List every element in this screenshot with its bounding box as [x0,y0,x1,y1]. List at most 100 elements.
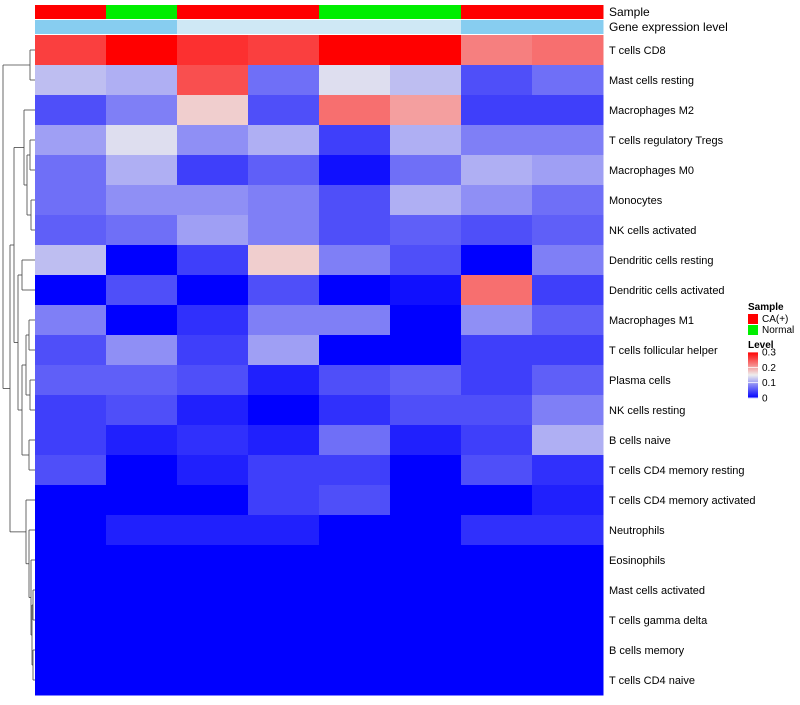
annotation-expression-cell-0 [35,20,107,34]
heatmap-cell-r7-c3 [248,245,320,276]
heatmap-cell-r11-c7 [532,365,604,396]
heatmap-cell-r12-c6 [461,395,533,426]
heatmap-cell-r5-c7 [532,185,604,216]
row-label: T cells CD4 memory resting [609,465,745,477]
heatmap-cell-r19-c6 [461,605,533,636]
heatmap-cell-r2-c3 [248,95,320,126]
row-label: Macrophages M1 [609,315,694,327]
row-label: T cells gamma delta [609,615,708,627]
heatmap-cell-r16-c4 [319,515,391,546]
heatmap-cell-r11-c2 [177,365,249,396]
heatmap-cell-r13-c4 [319,425,391,456]
annotation-expression-cell-1 [106,20,178,34]
heatmap-cell-r4-c7 [532,155,604,186]
heatmap-cell-r8-c3 [248,275,320,306]
heatmap-cell-r1-c3 [248,65,320,96]
level-legend-gradient-step-33 [748,389,758,392]
annotation-sample-cell-3 [248,5,320,19]
row-dendrogram [2,49,35,681]
heatmap-cell-r15-c7 [532,485,604,516]
heatmap-cell-r18-c7 [532,575,604,606]
heatmap-cell-r17-c5 [390,545,462,576]
heatmap-cell-r11-c5 [390,365,462,396]
heatmap-cell-r21-c2 [177,665,249,696]
heatmap-cell-r16-c6 [461,515,533,546]
heatmap-cell-r6-c5 [390,215,462,246]
heatmap-cell-r19-c2 [177,605,249,636]
heatmap-cell-r16-c2 [177,515,249,546]
heatmap-cell-r1-c2 [177,65,249,96]
heatmap-cell-r0-c3 [248,35,320,66]
level-legend-gradient-step-1 [748,353,758,355]
heatmap-cell-r18-c0 [35,575,107,606]
heatmap-cell-r18-c5 [390,575,462,606]
heatmap-cell-r3-c2 [177,125,249,156]
heatmap-cell-r17-c1 [106,545,178,576]
level-legend-gradient-step-35 [748,392,758,394]
heatmap-cell-r19-c5 [390,605,462,636]
annotation-sample-cell-4 [319,5,391,19]
level-legend-gradient-step-36 [748,393,758,396]
level-legend-gradient-step-14 [748,368,758,370]
heatmap-cell-r2-c0 [35,95,107,126]
heatmap-cell-r2-c5 [390,95,462,126]
heatmap-cell-r11-c1 [106,365,178,396]
row-label: Dendritic cells resting [609,255,714,267]
level-legend-gradient-step-10 [748,363,758,366]
heatmap-cell-r20-c2 [177,635,249,666]
heatmap-cell-r5-c3 [248,185,320,216]
heatmap-cell-r8-c4 [319,275,391,306]
heatmap-cell-r12-c1 [106,395,178,426]
heatmap-cell-r18-c6 [461,575,533,606]
level-legend-gradient-step-31 [748,387,758,390]
heatmap-cell-r15-c3 [248,485,320,516]
heatmap-cell-r15-c1 [106,485,178,516]
heatmap-cell-r4-c5 [390,155,462,186]
row-label: Mast cells activated [609,585,705,597]
level-legend-gradient-step-22 [748,377,758,379]
heatmap-cell-r4-c4 [319,155,391,186]
heatmap-cell-r3-c3 [248,125,320,156]
level-legend-gradient-step-12 [748,365,758,368]
heatmap-cell-r8-c7 [532,275,604,306]
heatmap-cell-r4-c1 [106,155,178,186]
level-legend-gradient-step-18 [748,372,758,375]
row-label: T cells CD4 naive [609,675,695,687]
heatmap-cell-r13-c2 [177,425,249,456]
annotation-sample-cell-5 [390,5,462,19]
heatmap-cell-r1-c0 [35,65,107,96]
sample-legend-label-0: CA(+) [762,314,788,325]
level-legend-gradient-step-11 [748,364,758,367]
heatmap-cell-r3-c6 [461,125,533,156]
level-legend-gradient-step-2 [748,354,758,356]
heatmap-cell-r21-c4 [319,665,391,696]
heatmap-cell-r8-c0 [35,275,107,306]
row-label: Neutrophils [609,525,665,537]
heatmap-cells [35,35,604,696]
heatmap-cell-r17-c6 [461,545,533,576]
heatmap-cell-r10-c0 [35,335,107,366]
heatmap-cell-r10-c2 [177,335,249,366]
heatmap-cell-r17-c7 [532,545,604,576]
heatmap-cell-r21-c7 [532,665,604,696]
heatmap-cell-r5-c5 [390,185,462,216]
level-legend-label-1: 0.2 [762,363,776,374]
row-label: Dendritic cells activated [609,285,725,297]
heatmap-cell-r0-c0 [35,35,107,66]
level-legend-gradient-step-8 [748,361,758,363]
level-legend-gradient-step-28 [748,384,758,386]
heatmap-cell-r5-c0 [35,185,107,216]
heatmap-cell-r16-c1 [106,515,178,546]
row-label: NK cells activated [609,225,696,237]
level-legend-gradient-step-24 [748,379,758,382]
heatmap-cell-r12-c3 [248,395,320,426]
heatmap-cell-r7-c2 [177,245,249,276]
level-legend-gradient-step-27 [748,383,758,385]
heatmap-cell-r11-c6 [461,365,533,396]
annotation-track-label-0: Sample [609,5,650,19]
annotation-sample-cell-1 [106,5,178,19]
heatmap-cell-r18-c1 [106,575,178,606]
level-legend-gradient-step-32 [748,388,758,391]
